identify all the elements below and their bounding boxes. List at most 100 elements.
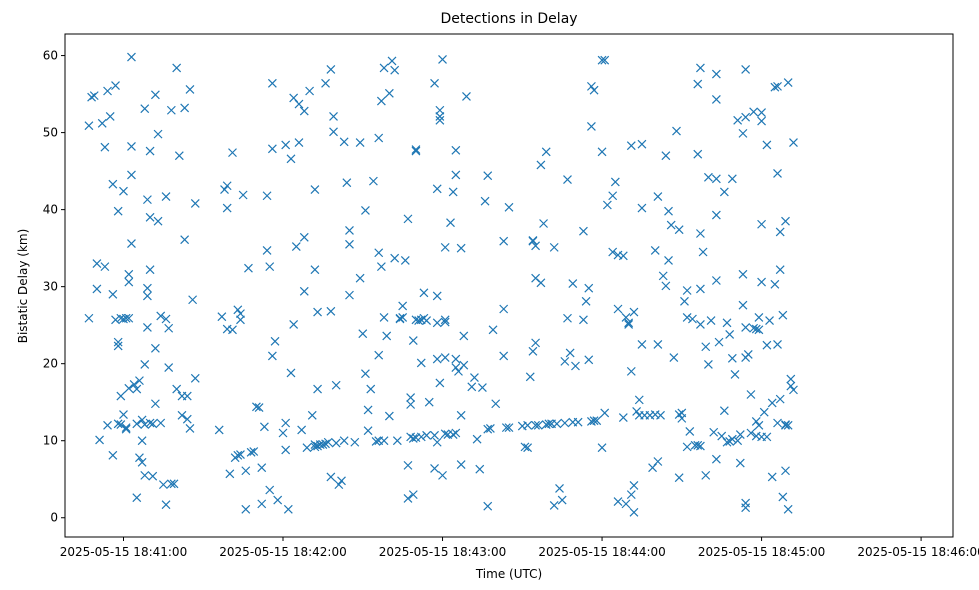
data-point xyxy=(153,129,163,139)
data-point xyxy=(781,466,790,476)
data-point xyxy=(618,251,628,261)
data-point xyxy=(711,454,721,464)
data-point xyxy=(531,241,541,251)
data-point xyxy=(363,426,373,436)
data-point xyxy=(754,313,764,322)
data-point xyxy=(733,115,743,125)
data-point xyxy=(281,140,291,150)
data-point xyxy=(111,81,120,91)
data-point xyxy=(432,184,442,194)
y-tick-label: 40 xyxy=(43,203,58,217)
data-point xyxy=(722,437,732,447)
data-point xyxy=(727,174,737,184)
data-point xyxy=(145,146,155,156)
data-point xyxy=(132,419,142,429)
data-point xyxy=(693,79,703,89)
data-point xyxy=(432,437,442,447)
data-point xyxy=(738,128,748,138)
data-point xyxy=(602,200,612,210)
data-point xyxy=(148,419,158,429)
data-point xyxy=(762,432,772,442)
data-point xyxy=(765,316,774,325)
data-point xyxy=(400,256,410,265)
data-point xyxy=(586,122,596,131)
data-point xyxy=(297,425,307,435)
y-tick-label: 20 xyxy=(43,357,58,371)
data-point xyxy=(531,338,541,348)
data-point xyxy=(696,63,705,73)
data-point xyxy=(222,203,232,213)
data-point xyxy=(249,447,259,456)
data-point xyxy=(711,276,721,285)
data-point xyxy=(709,427,719,437)
data-point xyxy=(544,419,554,429)
y-tick-label: 10 xyxy=(43,434,58,448)
data-point xyxy=(451,145,461,155)
data-point xyxy=(113,341,123,351)
data-point xyxy=(113,419,123,429)
x-axis-label: Time (UTC) xyxy=(475,567,542,581)
data-point xyxy=(166,479,176,489)
data-point xyxy=(228,325,237,335)
data-point xyxy=(674,410,684,419)
data-point xyxy=(119,410,128,419)
data-point xyxy=(703,360,713,369)
data-point xyxy=(145,212,155,222)
data-point xyxy=(172,63,182,73)
data-point xyxy=(613,304,623,314)
data-point xyxy=(693,440,703,450)
y-tick-label: 30 xyxy=(43,280,58,294)
data-point xyxy=(158,480,168,490)
data-point xyxy=(775,227,785,237)
data-point xyxy=(629,480,639,490)
data-point xyxy=(783,504,793,514)
data-point xyxy=(626,141,636,151)
data-point xyxy=(100,142,110,152)
data-point xyxy=(403,214,413,224)
y-tick-label: 60 xyxy=(43,49,58,63)
data-point xyxy=(166,105,176,115)
data-point xyxy=(419,288,429,298)
data-point xyxy=(376,96,386,106)
data-point xyxy=(789,385,798,395)
data-point xyxy=(637,203,647,213)
data-point xyxy=(408,336,418,346)
data-point xyxy=(92,284,102,294)
data-point xyxy=(624,318,634,328)
data-point xyxy=(403,460,413,470)
data-point xyxy=(661,281,671,291)
y-axis-label: Bistatic Delay (km) xyxy=(16,229,30,344)
data-point xyxy=(142,195,152,205)
data-point xyxy=(127,142,136,151)
data-point xyxy=(563,175,572,185)
data-point xyxy=(555,484,564,493)
data-point xyxy=(329,127,338,137)
data-point xyxy=(456,410,466,420)
data-point xyxy=(156,311,166,321)
data-point xyxy=(549,242,559,252)
data-point xyxy=(470,373,479,382)
data-point xyxy=(467,382,477,392)
data-point xyxy=(435,115,445,125)
data-point xyxy=(342,178,352,188)
data-point xyxy=(326,65,336,74)
data-point xyxy=(363,405,373,415)
data-point xyxy=(108,179,118,189)
data-point xyxy=(390,253,400,263)
data-point xyxy=(624,319,634,329)
data-point xyxy=(501,423,511,433)
data-point xyxy=(361,369,370,379)
data-point xyxy=(217,312,227,322)
data-point xyxy=(775,265,785,275)
data-point xyxy=(491,399,501,409)
data-point xyxy=(161,500,171,510)
data-point xyxy=(589,85,599,95)
data-point xyxy=(600,55,610,65)
data-point xyxy=(286,154,296,164)
data-point xyxy=(483,501,493,511)
data-point xyxy=(411,146,421,156)
data-point xyxy=(653,192,663,201)
data-point xyxy=(435,111,445,121)
data-point xyxy=(664,206,673,216)
